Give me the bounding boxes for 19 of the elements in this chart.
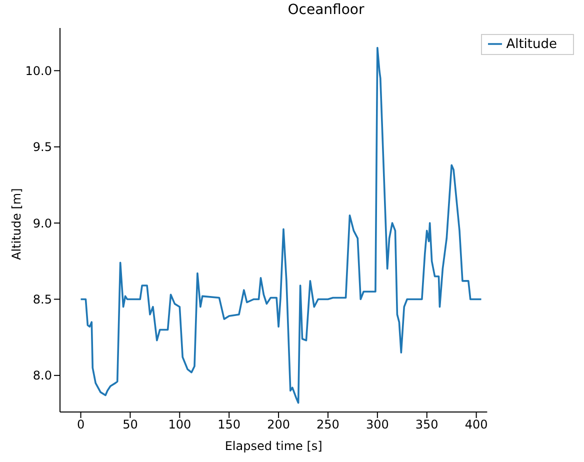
x-tick-label: 300 — [366, 418, 389, 432]
x-tick-label: 0 — [76, 418, 85, 432]
line-series — [80, 46, 482, 404]
y-tick-label: 8.0 — [32, 368, 52, 383]
x-tick-label: 250 — [316, 418, 340, 432]
x-tick-label: 50 — [122, 418, 138, 432]
x-tick-label: 400 — [464, 418, 488, 432]
x-tick-label: 350 — [415, 418, 438, 432]
legend-label: Altitude — [506, 37, 557, 52]
y-axis-title: Altitude [m] — [9, 188, 24, 260]
y-tick-label: 9.0 — [32, 216, 52, 230]
x-axis-title: Elapsed time [s] — [224, 439, 322, 453]
x-tick-label: 150 — [218, 418, 241, 432]
y-tick-label: 9.5 — [32, 140, 52, 154]
y-tick-label: 10.0 — [25, 64, 52, 78]
chart-title: Oceanfloor — [286, 2, 366, 18]
x-tick-label: 200 — [267, 418, 290, 432]
y-tick-label: 8.5 — [32, 292, 52, 306]
x-tick-label: 100 — [168, 418, 192, 432]
